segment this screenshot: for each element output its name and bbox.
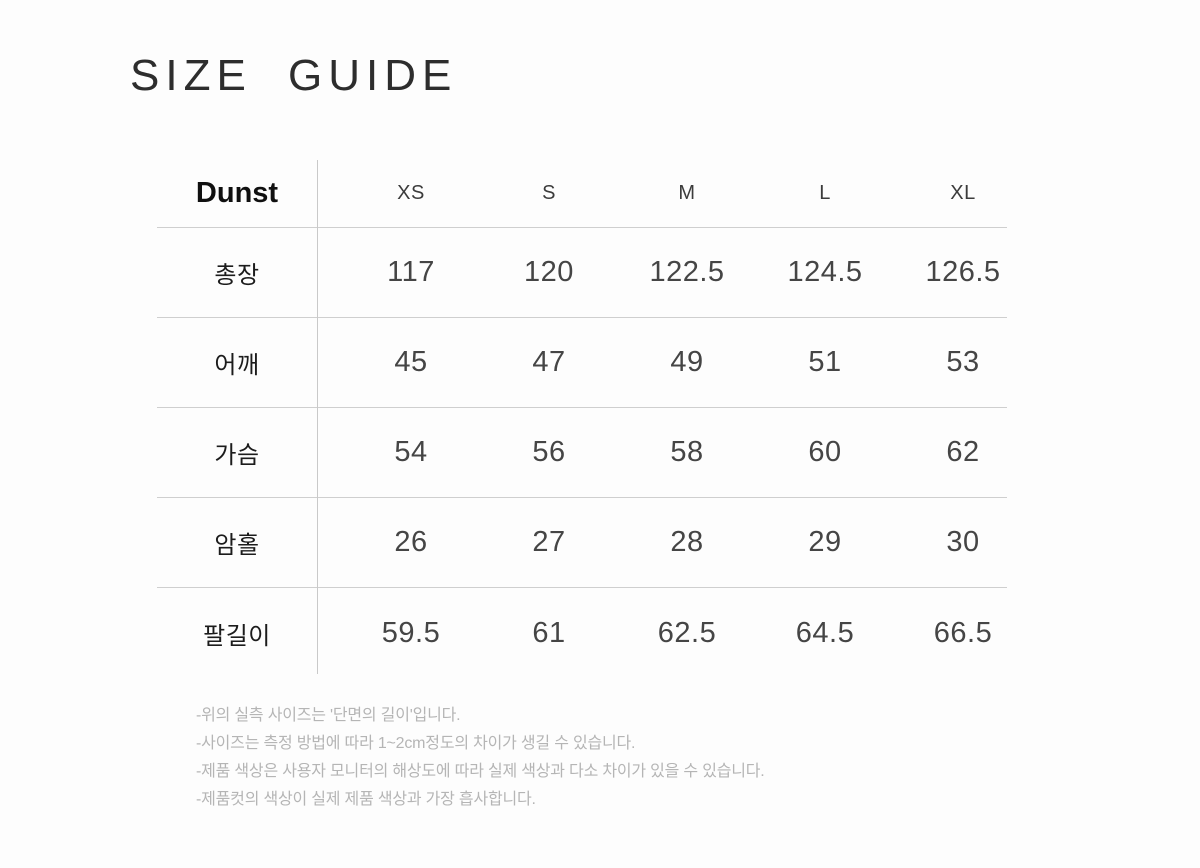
note-line-2: -사이즈는 측정 방법에 따라 1~2cm정도의 차이가 생길 수 있습니다. (196, 735, 636, 752)
cell-value: 26 (394, 526, 428, 558)
row-label: 암홀 (214, 532, 260, 559)
cell-value: 61 (532, 616, 566, 649)
cell-value: 45 (394, 346, 428, 378)
table-row-shoulder: 어깨 45 47 49 51 53 (157, 318, 1007, 408)
cell-value: 58 (670, 436, 704, 468)
cell-value: 27 (532, 526, 566, 558)
table-row-total-length: 총장 117 120 122.5 124.5 126.5 (157, 228, 1007, 318)
row-label: 어깨 (214, 352, 260, 379)
cell-value: 117 (387, 256, 435, 288)
size-table: Dunst XS S M L XL 총장 117 120 122.5 124.5… (157, 160, 1007, 678)
cell-value: 62.5 (657, 616, 717, 649)
cell-value: 29 (808, 526, 842, 558)
size-header-xs: XS (397, 182, 425, 204)
cell-value: 62 (946, 436, 980, 468)
size-guide-notes: -위의 실측 사이즈는 '단면의 길이'입니다. -사이즈는 측정 방법에 따라… (196, 702, 765, 814)
note-line-1: -위의 실측 사이즈는 '단면의 길이'입니다. (196, 707, 461, 724)
cell-value: 64.5 (795, 616, 855, 649)
cell-value: 53 (946, 346, 980, 378)
cell-value: 120 (524, 256, 574, 288)
row-label: 총장 (214, 262, 260, 289)
cell-value: 49 (670, 346, 704, 378)
cell-value: 124.5 (787, 256, 863, 288)
cell-value: 30 (946, 526, 980, 558)
cell-value: 28 (670, 526, 704, 558)
table-vertical-divider (317, 160, 318, 674)
row-label: 가슴 (214, 442, 260, 469)
cell-value: 56 (532, 436, 566, 468)
cell-value: 54 (394, 436, 428, 468)
table-row-armhole: 암홀 26 27 28 29 30 (157, 498, 1007, 588)
cell-value: 60 (808, 436, 842, 468)
size-table-header-row: Dunst XS S M L XL (157, 160, 1007, 228)
cell-value: 122.5 (649, 256, 725, 288)
note-line-3: -제품 색상은 사용자 모니터의 해상도에 따라 실제 색상과 다소 차이가 있… (196, 763, 765, 780)
brand-name: Dunst (195, 177, 279, 209)
note-line-4: -제품컷의 색상이 실제 제품 색상과 가장 흡사합니다. (196, 791, 536, 808)
cell-value: 47 (532, 346, 566, 378)
size-header-m: M (678, 182, 696, 204)
row-label: 팔길이 (203, 622, 271, 650)
table-row-chest: 가슴 54 56 58 60 62 (157, 408, 1007, 498)
page-title: SIZE GUIDE (130, 51, 458, 100)
cell-value: 59.5 (381, 616, 441, 649)
cell-value: 51 (808, 346, 842, 378)
size-header-l: L (819, 182, 831, 204)
table-row-sleeve-length: 팔길이 59.5 61 62.5 64.5 66.5 (157, 588, 1007, 678)
size-header-xl: XL (950, 182, 976, 204)
size-header-s: S (542, 182, 556, 204)
cell-value: 66.5 (933, 616, 993, 649)
cell-value: 126.5 (925, 256, 1001, 288)
